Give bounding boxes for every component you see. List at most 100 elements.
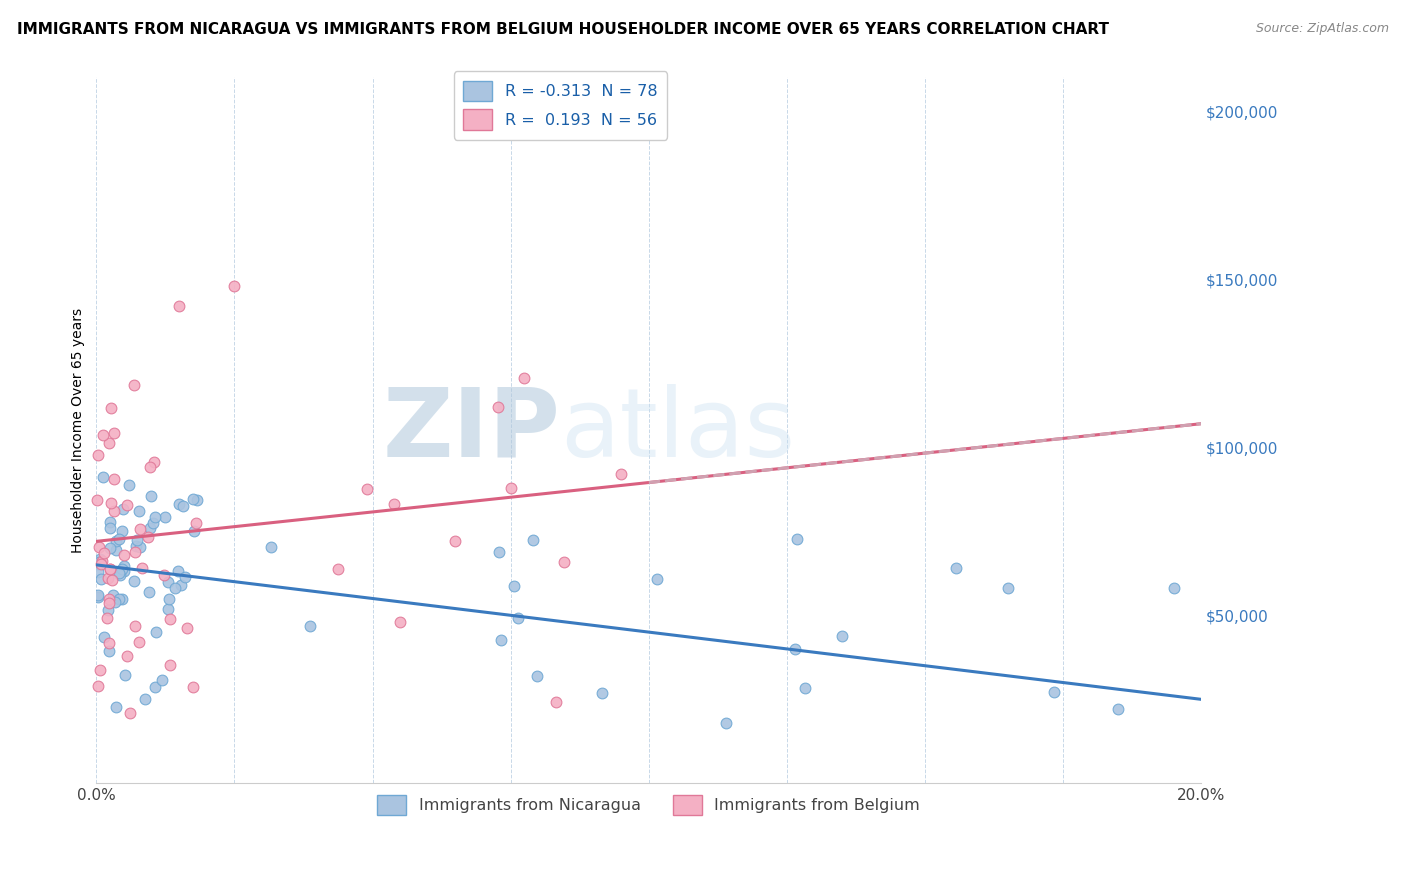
Point bbox=[128, 635, 150, 649]
Point bbox=[90, 558, 112, 572]
Point bbox=[526, 669, 548, 683]
Point bbox=[153, 567, 176, 582]
Y-axis label: Householder Income Over 65 years: Householder Income Over 65 years bbox=[72, 308, 86, 553]
Point bbox=[91, 553, 114, 567]
Point bbox=[143, 680, 166, 694]
Point bbox=[127, 533, 149, 547]
Point bbox=[93, 545, 115, 559]
Point bbox=[176, 621, 198, 635]
Point bbox=[166, 564, 188, 578]
Point bbox=[128, 541, 150, 555]
Point bbox=[98, 562, 121, 576]
Point bbox=[1043, 685, 1066, 699]
Point bbox=[224, 278, 246, 293]
Point bbox=[111, 592, 134, 607]
Point bbox=[97, 603, 120, 617]
Point bbox=[181, 681, 204, 695]
Point bbox=[382, 497, 405, 511]
Point bbox=[489, 632, 512, 647]
Point bbox=[87, 557, 110, 571]
Point bbox=[87, 565, 110, 579]
Point bbox=[97, 571, 120, 585]
Point bbox=[100, 401, 122, 416]
Point bbox=[486, 400, 509, 414]
Point bbox=[157, 592, 180, 607]
Point bbox=[103, 425, 125, 440]
Point bbox=[170, 578, 193, 592]
Point bbox=[159, 658, 181, 673]
Point bbox=[104, 594, 127, 608]
Point bbox=[124, 618, 146, 632]
Point bbox=[783, 642, 806, 657]
Point bbox=[98, 541, 121, 555]
Point bbox=[156, 602, 179, 616]
Point bbox=[356, 482, 378, 496]
Text: atlas: atlas bbox=[561, 384, 796, 477]
Point bbox=[97, 596, 120, 610]
Point bbox=[522, 533, 544, 548]
Point bbox=[124, 574, 146, 588]
Point bbox=[97, 591, 120, 606]
Point bbox=[101, 574, 124, 588]
Point bbox=[131, 560, 153, 574]
Point bbox=[115, 648, 138, 663]
Point bbox=[111, 502, 134, 516]
Text: ZIP: ZIP bbox=[382, 384, 561, 477]
Text: Source: ZipAtlas.com: Source: ZipAtlas.com bbox=[1256, 22, 1389, 36]
Point bbox=[108, 566, 131, 580]
Point bbox=[544, 695, 567, 709]
Point bbox=[96, 611, 118, 625]
Point bbox=[183, 524, 205, 538]
Point bbox=[174, 569, 197, 583]
Point bbox=[997, 582, 1019, 596]
Point bbox=[86, 493, 108, 508]
Point bbox=[93, 630, 115, 644]
Point bbox=[87, 449, 110, 463]
Point bbox=[101, 588, 124, 602]
Point bbox=[100, 496, 122, 510]
Point bbox=[591, 686, 613, 700]
Point bbox=[150, 673, 173, 687]
Point bbox=[103, 472, 125, 486]
Point bbox=[93, 470, 115, 484]
Point bbox=[122, 377, 145, 392]
Point bbox=[945, 561, 967, 575]
Point bbox=[610, 467, 633, 482]
Point bbox=[389, 615, 412, 629]
Point bbox=[110, 524, 132, 539]
Point bbox=[104, 543, 127, 558]
Point bbox=[163, 582, 186, 596]
Point bbox=[91, 427, 114, 442]
Point bbox=[97, 636, 120, 650]
Point bbox=[786, 532, 808, 546]
Point bbox=[260, 541, 283, 555]
Point bbox=[89, 540, 111, 554]
Point bbox=[831, 629, 853, 643]
Point bbox=[98, 521, 121, 535]
Point bbox=[86, 589, 108, 603]
Point bbox=[444, 534, 467, 549]
Point bbox=[111, 562, 134, 576]
Point bbox=[645, 573, 668, 587]
Point bbox=[143, 510, 166, 524]
Point bbox=[118, 706, 141, 720]
Point bbox=[299, 619, 322, 633]
Point bbox=[108, 532, 131, 546]
Point bbox=[87, 679, 110, 693]
Point bbox=[87, 590, 110, 604]
Point bbox=[167, 299, 190, 313]
Point bbox=[108, 568, 131, 582]
Point bbox=[89, 555, 111, 569]
Point bbox=[156, 574, 179, 589]
Point bbox=[138, 585, 160, 599]
Point bbox=[167, 497, 190, 511]
Point bbox=[181, 491, 204, 506]
Point bbox=[112, 548, 135, 562]
Point bbox=[488, 545, 510, 559]
Point bbox=[125, 539, 148, 553]
Point bbox=[1107, 702, 1129, 716]
Point bbox=[114, 668, 136, 682]
Point bbox=[142, 516, 165, 530]
Point bbox=[128, 522, 150, 536]
Point bbox=[145, 625, 167, 640]
